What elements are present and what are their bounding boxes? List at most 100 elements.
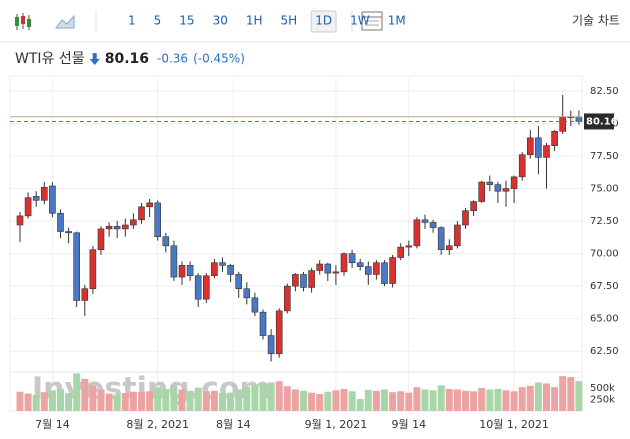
volume-bar [551,387,559,411]
candle-body [122,224,129,230]
candle-body [413,219,421,247]
interval-button[interactable]: 30 [213,14,228,28]
volume-bar [291,389,299,411]
volume-bar [251,385,259,411]
volume-bar [534,382,542,411]
volume-bar [105,393,113,411]
volume-bar [73,373,81,411]
volume-bar [48,390,56,411]
interval-button[interactable]: 1 [128,14,136,28]
volume-bar [510,391,518,411]
candle-body [324,263,332,274]
volume-bar [308,392,316,411]
volume-bar [381,389,388,411]
volume-bar [340,388,348,411]
candle-body [130,219,137,226]
volume-bar [486,389,494,411]
volume-bar [526,385,534,411]
volume-bar [162,388,170,411]
candle-body [559,116,567,132]
candle-body [178,265,186,278]
volume-bar [24,393,32,411]
volume-bar [494,388,502,411]
candle-body [89,249,97,290]
volume-bar [227,392,235,411]
y-tick-label: 67.50 [590,281,619,292]
candle-body [275,310,283,355]
candle-body [57,212,64,232]
candle-body [300,274,307,288]
candle-body [356,262,364,267]
indicator-icon[interactable] [361,11,383,31]
candle-body [421,219,429,223]
change-percent: (-0.45%) [193,52,245,66]
volume-bar [283,386,291,411]
x-tick-label: 7월 14 [35,418,70,431]
x-tick-label: 8월 2, 2021 [126,418,189,431]
candle-body [146,202,153,208]
candle-body [154,202,161,238]
candle-body [316,263,324,271]
y-tick-label: 75.00 [590,184,619,195]
volume-bar [178,389,186,411]
volume-bar [81,378,89,411]
interval-button[interactable]: 1M [388,14,406,28]
volume-bar [445,388,453,411]
volume-bar [453,389,461,411]
candle-body [494,184,502,192]
candle-icon[interactable] [12,12,36,32]
candle-body [543,145,550,158]
interval-button[interactable]: 5H [281,14,298,28]
volume-bar [478,388,486,411]
grid [10,78,582,411]
volume-bar [389,392,397,411]
interval-button[interactable]: 1D [315,14,332,28]
y-tick-label: 65.00 [590,314,619,325]
volume-bar [170,385,178,411]
candle-body [97,228,105,251]
volume-bar [348,391,356,411]
interval-button[interactable]: 1H [246,14,263,28]
last-price-label: 80.16 [586,116,618,127]
candle-body [462,210,469,226]
volume-bar [138,392,145,411]
volume-bar [129,391,137,411]
candle-body [194,275,202,300]
candle-body [65,231,72,234]
area-icon[interactable] [55,14,75,29]
candle-body [203,275,210,300]
y2-tick-label: 500k [590,383,615,394]
candle-body [292,274,299,287]
volume-bar [364,389,372,411]
interval-selected [310,10,337,33]
plot-border [9,75,583,412]
volume-bar [413,387,421,411]
volume-bar [518,387,526,411]
y-tick-label: 82.50 [590,86,619,97]
volume-bar [219,393,226,411]
candle-body [211,262,218,277]
candle-body [219,262,226,266]
candle-body [259,311,267,336]
interval-button[interactable]: 5 [154,14,162,28]
technical-chart-link[interactable]: 기술 차트 [572,14,620,28]
candle-body [389,257,396,284]
volume-bar [202,391,210,411]
candle-body [186,265,194,277]
candle-body [518,154,526,178]
volume-bar [543,383,550,411]
candle-body [138,206,145,221]
candle-body [251,297,259,313]
volume-bar [57,388,64,411]
volume-bar [146,391,154,411]
volume-bar [575,381,583,411]
y-tick-label: 72.50 [590,216,619,227]
interval-button[interactable]: 1W [350,14,370,28]
interval-button[interactable]: 15 [179,14,194,28]
volume-bar [194,387,202,411]
candle-body [73,232,80,301]
volume-bar [32,394,40,411]
candle-body [105,226,113,230]
y2-tick-label: 250k [590,395,615,406]
